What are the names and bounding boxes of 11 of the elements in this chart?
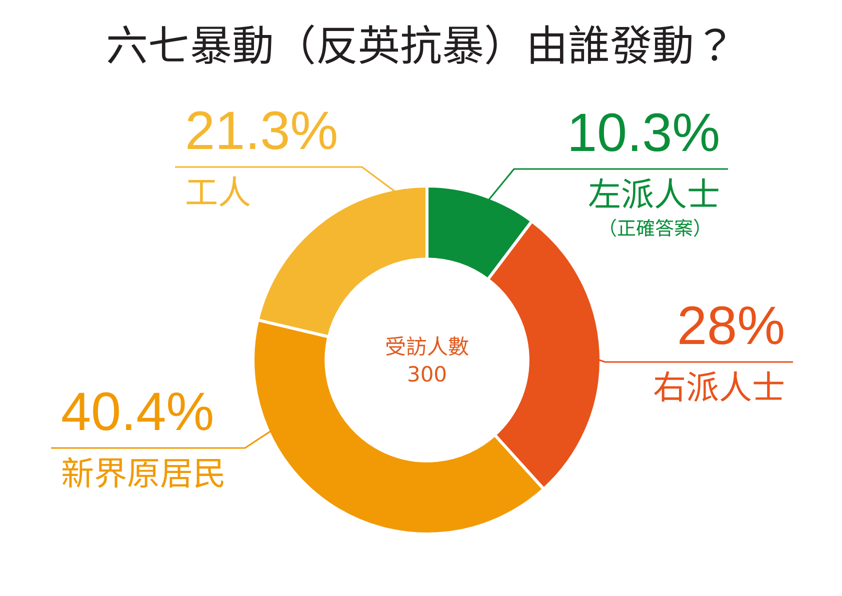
slice-label: 新界原居民 (61, 454, 226, 493)
slice-label: 左派人士 (588, 175, 720, 214)
data-label: 40.4% (61, 382, 214, 442)
slice-label: 工人 (185, 173, 251, 212)
text: 受訪人數 300 (385, 335, 469, 386)
data-label: 21.3% (185, 101, 338, 161)
data-label: 10.3% (567, 103, 720, 163)
chart-title: 六七暴動（反英抗暴）由誰發動？ (106, 22, 736, 71)
slice-label: 右派人士 (653, 368, 785, 407)
data-label: 28% (677, 296, 786, 356)
text: （正確答案） (598, 218, 712, 240)
